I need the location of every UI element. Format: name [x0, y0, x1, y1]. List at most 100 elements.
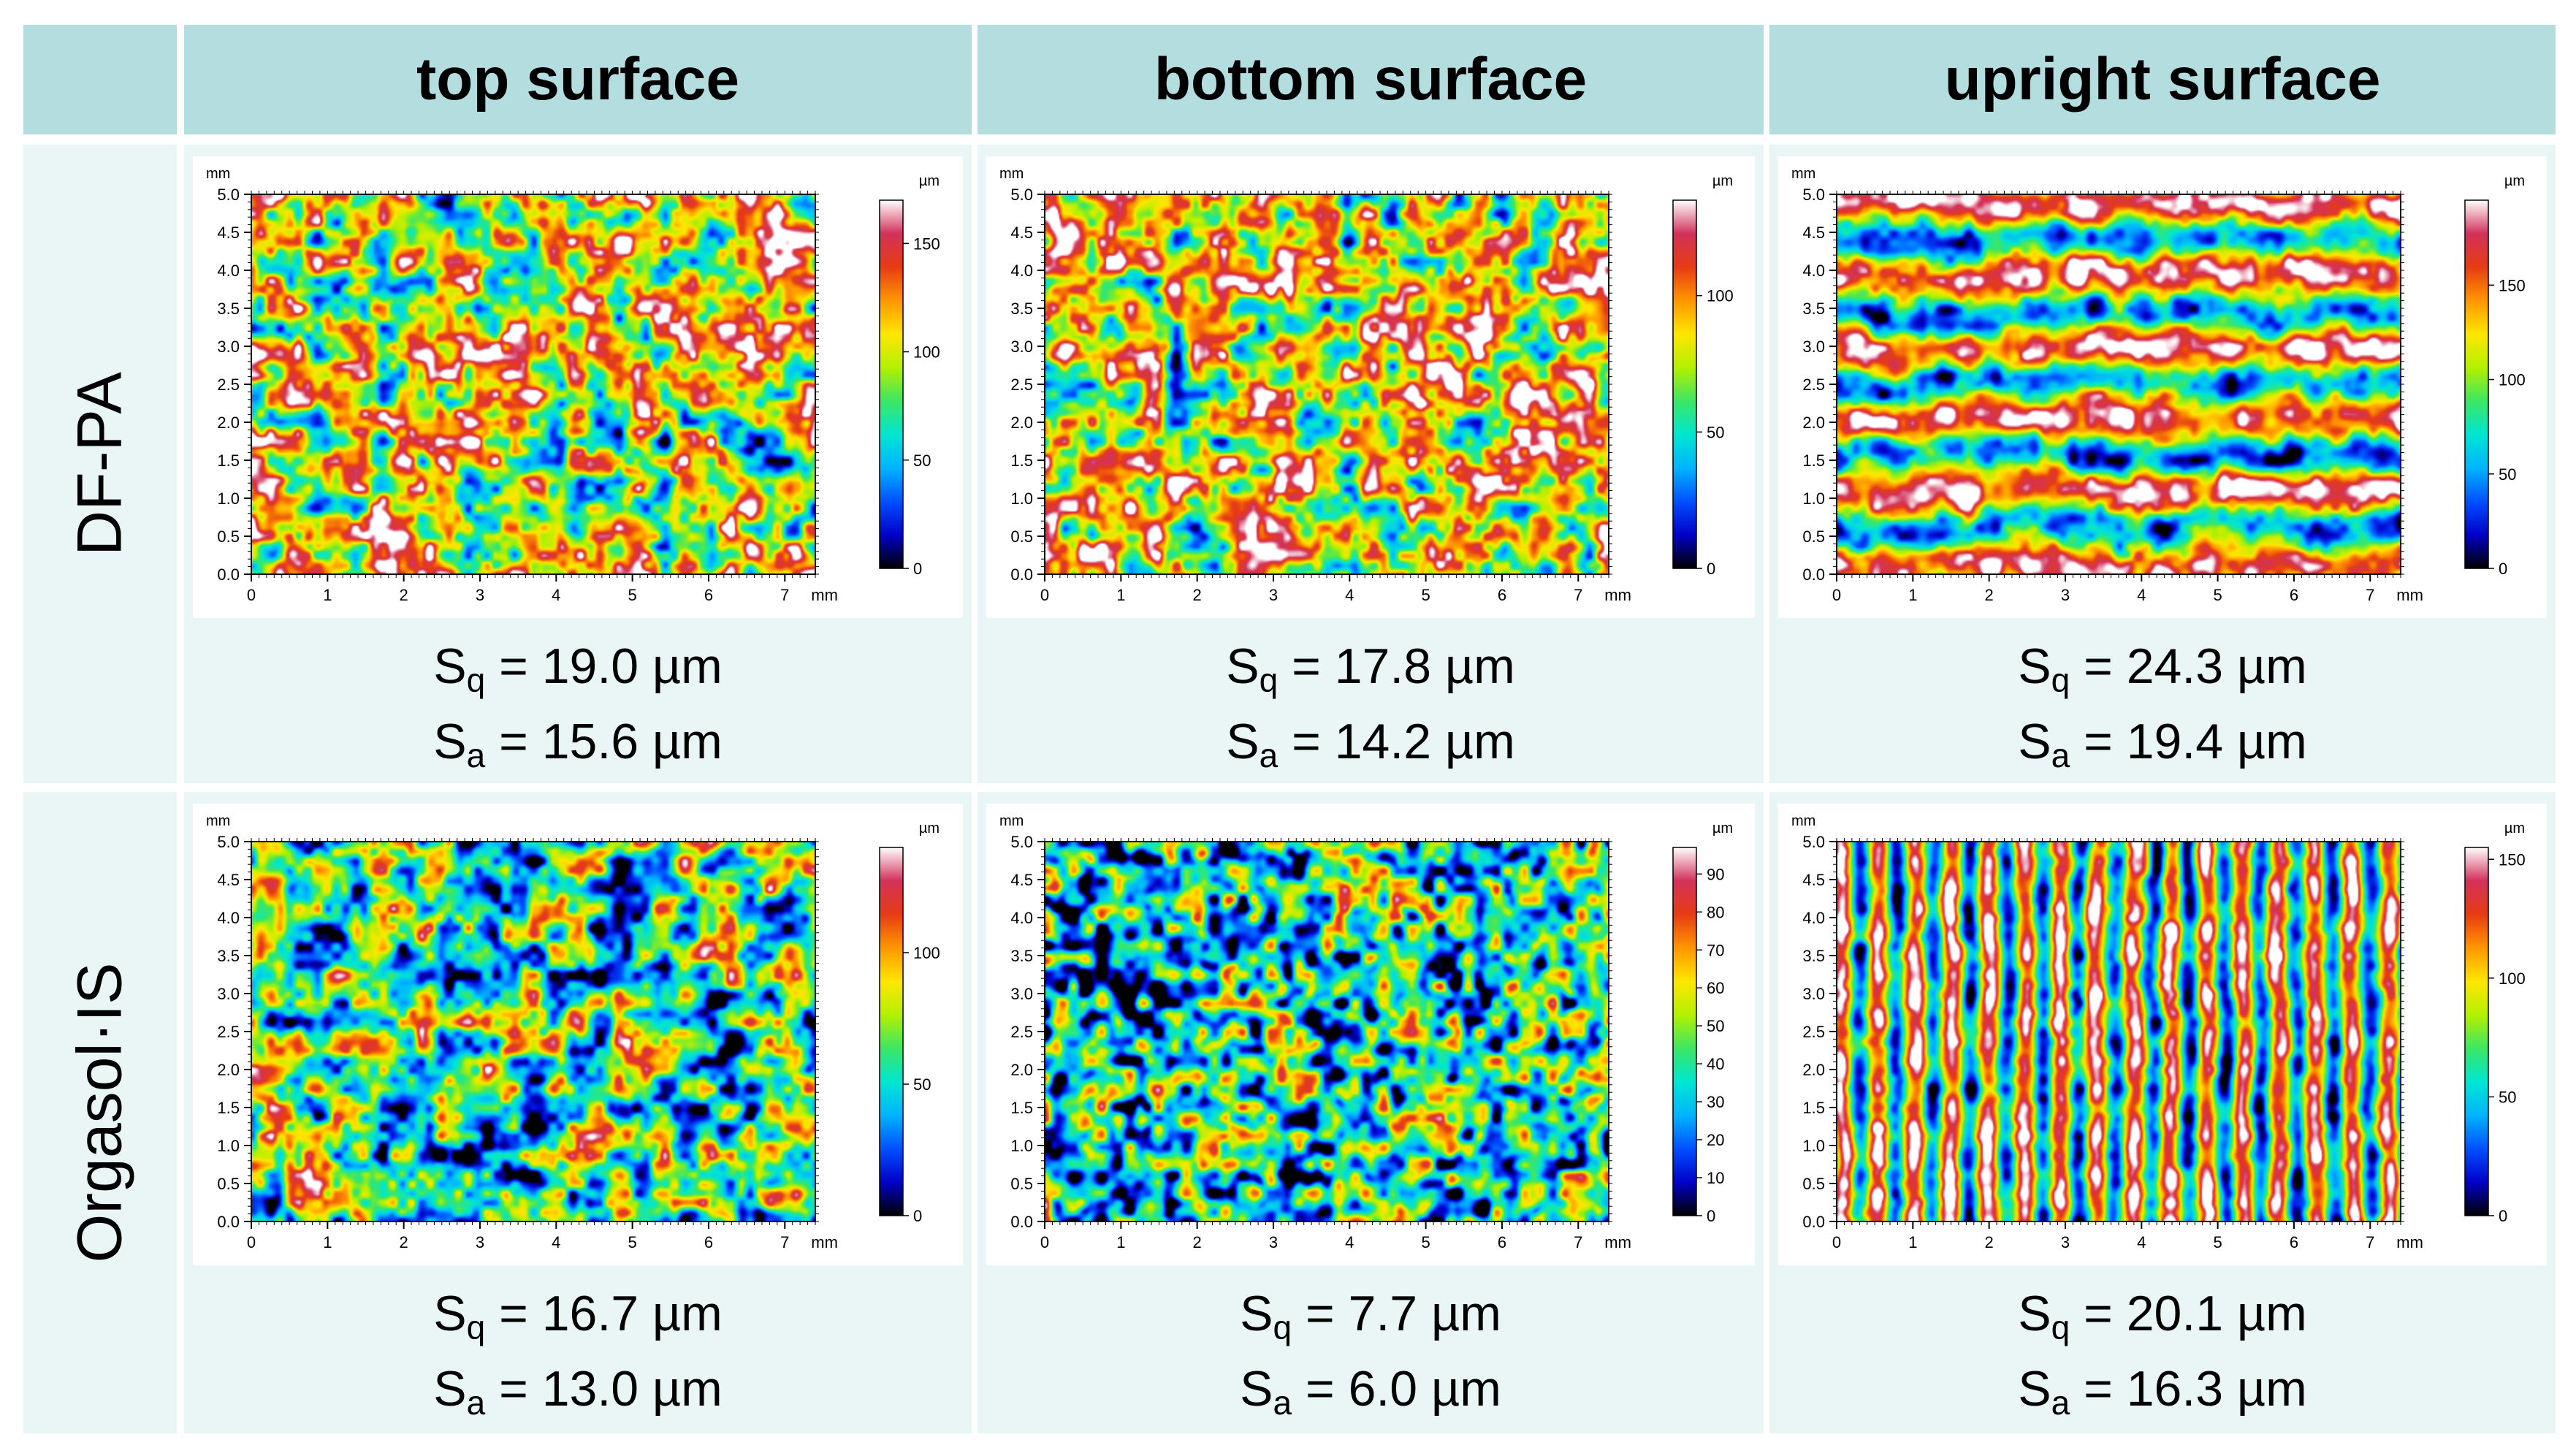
y-tick-label: 3.5 [1010, 300, 1033, 318]
surface-panel: mm 5.0 4.5 4.0 3.5 3.0 2.5 2.0 1.5 1.0 0.5 0.0 0 1 2 3 4… [184, 792, 972, 1433]
y-tick-label: 1.5 [1010, 1099, 1033, 1117]
axes: mm 5.0 4.5 4.0 3.5 3.0 2.5 2.0 1.5 1.0 0.5 0.0 0 1 2 3 4… [999, 166, 1734, 604]
y-tick-label: 2.0 [217, 413, 240, 432]
value: 7.7 µm [1348, 1286, 1501, 1341]
y-tick-label: 5.0 [217, 186, 240, 204]
surface-map-figure: mm 5.0 4.5 4.0 3.5 3.0 2.5 2.0 1.5 1.0 0.5 0.0 0 1 2 3 4… [1778, 804, 2547, 1265]
color-scale-bar [1672, 199, 1697, 569]
surface-map-figure: mm 5.0 4.5 4.0 3.5 3.0 2.5 2.0 1.5 1.0 0.5 0.0 0 1 2 3 4… [1778, 156, 2547, 618]
x-tick-label: 4 [1345, 1233, 1354, 1251]
x-tick-label: 1 [1908, 1233, 1917, 1251]
scale-tick-label: 100 [913, 343, 940, 362]
y-unit-label: mm [206, 813, 230, 829]
y-tick-label: 0.0 [1010, 565, 1033, 584]
axes: mm 5.0 4.5 4.0 3.5 3.0 2.5 2.0 1.5 1.0 0.5 0.0 0 1 2 3 4… [1791, 813, 2526, 1251]
roughness-values: Sq = 7.7 µm Sa = 6.0 µm [978, 1283, 1764, 1433]
roughness-values: Sq = 20.1 µm Sa = 16.3 µm [1769, 1283, 2556, 1433]
x-tick-label: 7 [1574, 1233, 1582, 1251]
x-tick-label: 3 [2061, 1233, 2070, 1251]
y-tick-label: 1.5 [1802, 451, 1825, 470]
y-tick-label: 2.0 [1802, 413, 1825, 432]
x-tick-label: 3 [2061, 586, 2070, 604]
sa-value: Sa = 6.0 µm [1240, 1361, 1501, 1422]
value: 19.0 µm [541, 639, 723, 694]
value: 19.4 µm [2126, 714, 2307, 769]
color-scale-bar [879, 847, 904, 1216]
scale-tick-label: 10 [1707, 1169, 1724, 1187]
x-tick-label: 7 [1574, 586, 1582, 604]
y-tick-label: 2.5 [1802, 1023, 1825, 1041]
x-tick-label: 1 [323, 1233, 332, 1251]
value: 6.0 µm [1348, 1361, 1501, 1417]
y-tick-label: 0.5 [1010, 1175, 1033, 1193]
sq-value: Sq = 17.8 µm [1226, 639, 1515, 699]
scale-tick-label: 90 [1707, 865, 1724, 883]
scale-tick-label: 0 [1707, 560, 1715, 578]
scale-tick-label: 100 [913, 944, 940, 962]
y-tick-label: 0.0 [217, 1213, 240, 1231]
scale-tick-label: 40 [1707, 1055, 1724, 1073]
x-tick-label: 6 [2290, 586, 2298, 604]
x-tick-label: 2 [1193, 1233, 1202, 1251]
y-tick-label: 2.5 [1010, 376, 1033, 394]
value: 15.6 µm [541, 714, 723, 769]
surface-map-figure: mm 5.0 4.5 4.0 3.5 3.0 2.5 2.0 1.5 1.0 0.5 0.0 0 1 2 3 4… [986, 156, 1755, 618]
header-bottom-surface: bottom surface [978, 25, 1764, 134]
x-tick-label: 2 [1193, 586, 1202, 604]
y-tick-label: 2.0 [1010, 413, 1033, 432]
value: 20.1 µm [2126, 1286, 2307, 1341]
x-tick-label: 6 [2290, 1233, 2298, 1251]
surface-panel: mm 5.0 4.5 4.0 3.5 3.0 2.5 2.0 1.5 1.0 0.5 0.0 0 1 2 3 4… [1769, 792, 2556, 1433]
y-tick-label: 1.5 [217, 451, 240, 470]
sq-value: Sq = 16.7 µm [433, 1286, 723, 1346]
x-tick-label: 3 [1269, 586, 1278, 604]
sa-value: Sa = 16.3 µm [2018, 1361, 2307, 1422]
y-tick-label: 3.5 [217, 947, 240, 965]
roughness-values: Sq = 24.3 µm Sa = 19.4 µm [1769, 636, 2556, 786]
sa-value: Sa = 15.6 µm [433, 714, 723, 774]
x-tick-label: 1 [1908, 586, 1917, 604]
y-tick-label: 0.5 [1010, 527, 1033, 546]
y-tick-label: 0.0 [1010, 1213, 1033, 1231]
x-tick-label: 4 [552, 586, 560, 604]
x-tick-label: 7 [780, 586, 789, 604]
y-tick-label: 3.0 [217, 338, 240, 356]
x-tick-label: 5 [628, 586, 636, 604]
y-tick-label: 1.0 [217, 489, 240, 508]
row-label-text: DF-PA [64, 372, 135, 556]
scale-tick-label: 0 [913, 560, 922, 578]
y-tick-label: 1.5 [217, 1099, 240, 1117]
x-tick-label: 0 [247, 1233, 256, 1251]
sa-value: Sa = 13.0 µm [433, 1361, 723, 1422]
x-tick-label: 2 [1985, 1233, 1994, 1251]
value: 16.3 µm [2126, 1361, 2307, 1417]
scale-tick-label: 150 [2499, 276, 2526, 294]
y-tick-label: 1.0 [1010, 489, 1033, 508]
header-label: bottom surface [1154, 46, 1588, 113]
scale-tick-label: 0 [913, 1207, 922, 1225]
roughness-values: Sq = 17.8 µm Sa = 14.2 µm [978, 636, 1764, 786]
y-tick-label: 4.0 [1802, 909, 1825, 927]
row-label-orgasol-is: Orgasol·IS [23, 792, 177, 1433]
x-tick-label: 5 [1421, 1233, 1430, 1251]
y-tick-label: 5.0 [1010, 186, 1033, 204]
y-tick-label: 4.0 [1010, 909, 1033, 927]
color-scale-bar [2464, 847, 2489, 1216]
sq-value: Sq = 19.0 µm [433, 639, 723, 699]
y-tick-label: 4.5 [1010, 224, 1033, 242]
color-scale-bar [879, 199, 904, 569]
sq-value: Sq = 20.1 µm [2018, 1286, 2307, 1346]
x-tick-label: 3 [476, 1233, 484, 1251]
scale-tick-label: 70 [1707, 941, 1724, 959]
value: 24.3 µm [2126, 639, 2307, 694]
y-tick-label: 2.5 [217, 1023, 240, 1041]
y-tick-label: 0.5 [1802, 1175, 1825, 1193]
y-tick-label: 4.0 [217, 262, 240, 280]
header-label: upright surface [1944, 46, 2381, 113]
axes: mm 5.0 4.5 4.0 3.5 3.0 2.5 2.0 1.5 1.0 0.5 0.0 0 1 2 3 4… [206, 166, 940, 604]
height-map [1837, 842, 2401, 1221]
y-tick-label: 2.5 [1802, 376, 1825, 394]
y-tick-label: 2.0 [217, 1061, 240, 1079]
axes: mm 5.0 4.5 4.0 3.5 3.0 2.5 2.0 1.5 1.0 0.5 0.0 0 1 2 3 4… [206, 813, 940, 1251]
x-unit-label: mm [2396, 1233, 2423, 1251]
